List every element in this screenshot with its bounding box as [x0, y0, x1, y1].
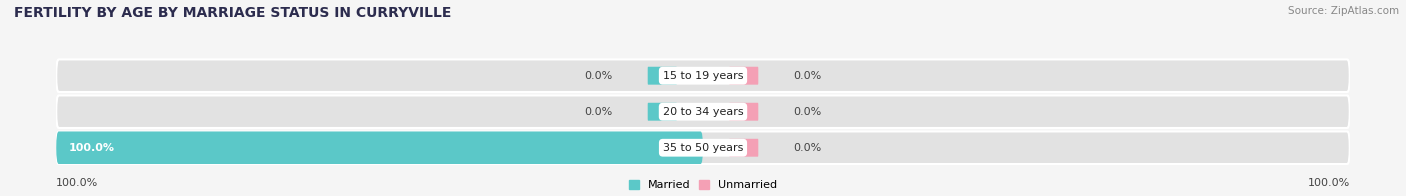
Text: 0.0%: 0.0% [793, 71, 821, 81]
FancyBboxPatch shape [56, 132, 703, 164]
Text: 0.0%: 0.0% [793, 107, 821, 117]
Text: 20 to 34 years: 20 to 34 years [662, 107, 744, 117]
FancyBboxPatch shape [648, 103, 676, 121]
Text: Source: ZipAtlas.com: Source: ZipAtlas.com [1288, 6, 1399, 16]
FancyBboxPatch shape [648, 67, 676, 85]
FancyBboxPatch shape [648, 139, 676, 157]
FancyBboxPatch shape [730, 139, 758, 157]
Text: FERTILITY BY AGE BY MARRIAGE STATUS IN CURRYVILLE: FERTILITY BY AGE BY MARRIAGE STATUS IN C… [14, 6, 451, 20]
Text: 0.0%: 0.0% [585, 107, 613, 117]
FancyBboxPatch shape [730, 67, 758, 85]
FancyBboxPatch shape [730, 103, 758, 121]
FancyBboxPatch shape [56, 132, 1350, 164]
Text: 100.0%: 100.0% [56, 178, 98, 188]
Text: 0.0%: 0.0% [793, 143, 821, 153]
Text: 0.0%: 0.0% [585, 71, 613, 81]
FancyBboxPatch shape [56, 59, 1350, 92]
FancyBboxPatch shape [56, 95, 1350, 128]
Text: 100.0%: 100.0% [69, 143, 115, 153]
Text: 100.0%: 100.0% [1308, 178, 1350, 188]
Legend: Married, Unmarried: Married, Unmarried [628, 180, 778, 191]
Text: 15 to 19 years: 15 to 19 years [662, 71, 744, 81]
Text: 35 to 50 years: 35 to 50 years [662, 143, 744, 153]
